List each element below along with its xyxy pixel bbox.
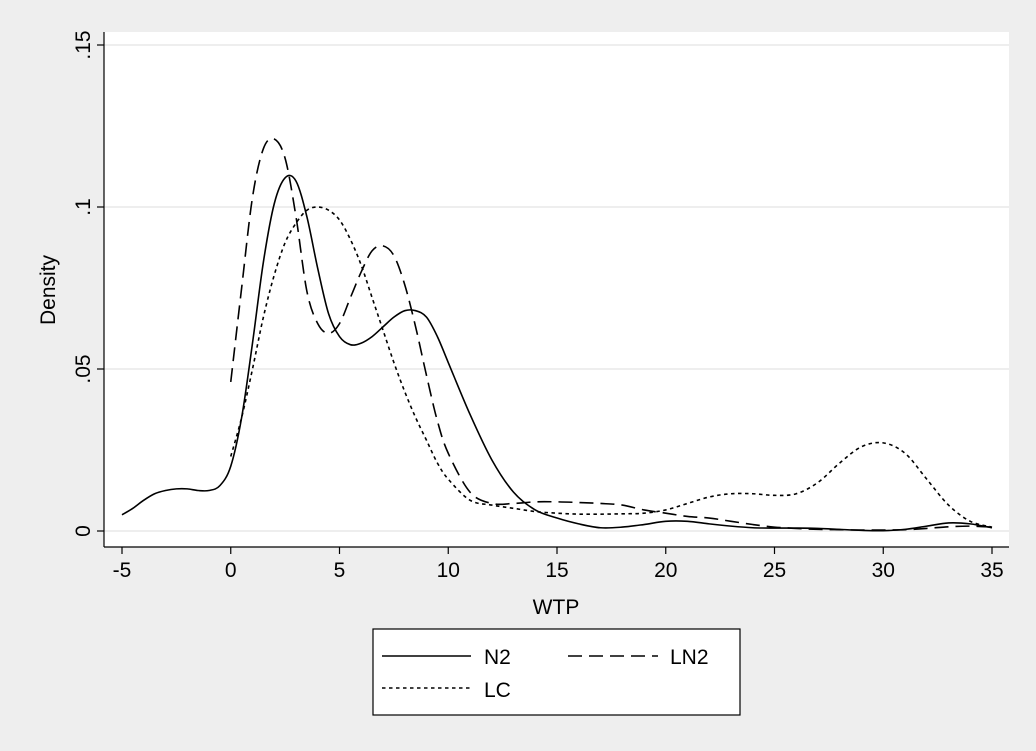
y-tick-label-3: .15 xyxy=(72,30,95,59)
legend: N2 LN2 LC xyxy=(372,628,741,716)
series-line-ln2 xyxy=(229,137,993,531)
x-tick-label-4: 15 xyxy=(545,559,568,582)
x-tick-label-2: 5 xyxy=(334,559,346,582)
legend-label-lc: LC xyxy=(484,679,511,702)
y-tick-label-2: .1 xyxy=(72,198,95,216)
x-tick-label-1: 0 xyxy=(225,559,237,582)
x-tick-label-8: 35 xyxy=(980,559,1003,582)
legend-box xyxy=(372,628,741,716)
y-tick-label-1: .05 xyxy=(72,354,95,383)
x-tick-label-6: 25 xyxy=(763,559,786,582)
series-line-lc xyxy=(229,206,993,528)
x-tick-label-3: 10 xyxy=(437,559,460,582)
y-axis-ticks: 0 .05 .1 .15 xyxy=(72,30,104,537)
series-lines xyxy=(121,137,993,532)
y-tick-label-0: 0 xyxy=(72,525,95,537)
legend-label-n2: N2 xyxy=(484,646,511,669)
x-axis-ticks: -5 0 5 10 15 20 25 30 35 xyxy=(113,547,1004,582)
plot-area xyxy=(104,32,1009,547)
legend-label-ln2: LN2 xyxy=(670,646,709,669)
x-tick-label-7: 30 xyxy=(872,559,895,582)
x-axis-title: WTP xyxy=(533,596,580,619)
x-tick-label-0: -5 xyxy=(113,559,132,582)
x-tick-label-5: 20 xyxy=(654,559,677,582)
y-axis-title: Density xyxy=(37,254,60,325)
